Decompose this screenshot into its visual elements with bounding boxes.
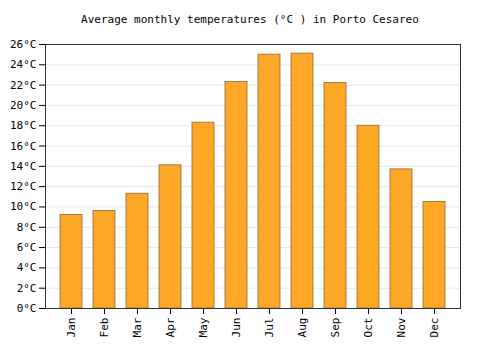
svg-text:20°C: 20°C (10, 99, 37, 112)
svg-text:4°C: 4°C (17, 261, 37, 274)
svg-text:Sep: Sep (329, 318, 342, 338)
svg-text:Apr: Apr (164, 317, 177, 337)
svg-text:Nov: Nov (395, 317, 408, 337)
svg-text:18°C: 18°C (10, 119, 37, 132)
svg-text:Mar: Mar (131, 317, 144, 337)
svg-text:6°C: 6°C (17, 241, 37, 254)
svg-text:16°C: 16°C (10, 140, 37, 153)
svg-text:Feb: Feb (98, 318, 111, 338)
svg-text:Jan: Jan (65, 318, 78, 338)
svg-text:8°C: 8°C (17, 221, 37, 234)
svg-text:14°C: 14°C (10, 160, 37, 173)
svg-text:Jul: Jul (263, 318, 276, 338)
svg-text:22°C: 22°C (10, 79, 37, 92)
svg-text:0°C: 0°C (17, 302, 37, 315)
svg-text:Dec: Dec (428, 318, 441, 338)
svg-text:12°C: 12°C (10, 180, 37, 193)
svg-text:May: May (197, 317, 210, 337)
svg-text:24°C: 24°C (10, 58, 37, 71)
svg-text:Aug: Aug (296, 318, 309, 338)
svg-text:Oct: Oct (362, 318, 375, 338)
svg-text:Jun: Jun (230, 318, 243, 338)
html-text:Average monthly temperatures (: Average monthly temperatures (°C ) in Po… (81, 13, 419, 26)
svg-text:2°C: 2°C (17, 282, 37, 295)
svg-text:10°C: 10°C (10, 200, 37, 213)
svg-text:26°C: 26°C (10, 38, 37, 51)
